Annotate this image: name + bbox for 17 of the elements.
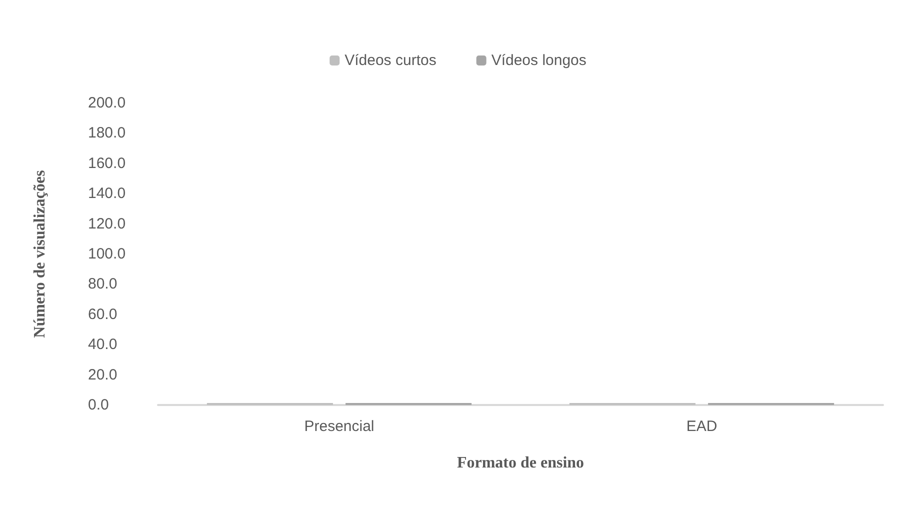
x-tick-label: Presencial bbox=[304, 418, 374, 435]
y-tick-label: 140.0 bbox=[88, 185, 126, 202]
y-axis-title: Número de visualizações bbox=[32, 170, 48, 338]
y-tick-label: 20.0 bbox=[88, 366, 118, 384]
y-tick-label: 0.0 bbox=[88, 396, 109, 414]
y-tick-label: 60.0 bbox=[88, 306, 118, 323]
legend-label: Vídeos longos bbox=[491, 52, 586, 69]
y-tick-label: 180.0 bbox=[88, 124, 126, 142]
y-tick-label: 100.0 bbox=[88, 246, 126, 262]
y-tick-label: 40.0 bbox=[88, 336, 118, 354]
y-tick-label: 200.0 bbox=[88, 94, 126, 112]
x-axis-title: Formato de ensino bbox=[456, 454, 584, 472]
y-tick-label: 120.0 bbox=[88, 215, 126, 232]
y-tick-label: 80.0 bbox=[88, 276, 118, 293]
legend-label: Vídeos curtos bbox=[344, 52, 436, 69]
x-tick-label: EAD bbox=[686, 418, 718, 435]
y-tick-label: 160.0 bbox=[88, 154, 126, 172]
